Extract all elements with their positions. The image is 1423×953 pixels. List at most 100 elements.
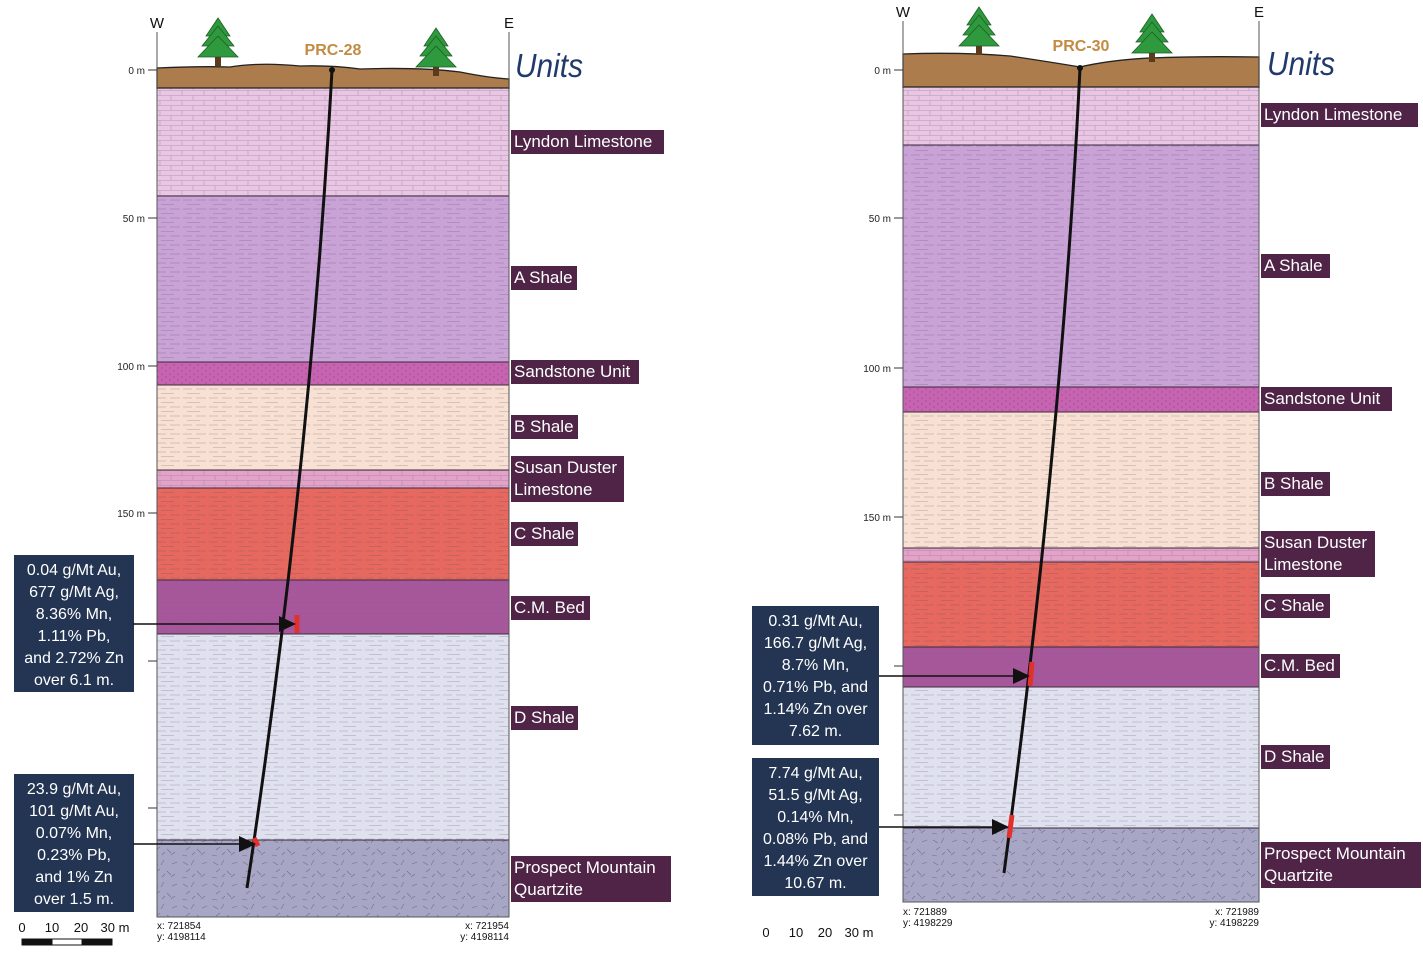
units-heading: Units [1267, 45, 1335, 82]
unit-label-text: B Shale [1264, 474, 1324, 493]
stratum-pattern-5 [903, 562, 1259, 647]
scale-label: 20 [74, 920, 88, 935]
coordinate-right: y: 4198114 [460, 932, 509, 943]
west-label: W [896, 4, 911, 21]
tree-crown-bottom [415, 45, 457, 68]
scale-segment [81, 938, 113, 946]
scale-label: 0 [762, 925, 769, 940]
unit-label-text: Sandstone Unit [1264, 389, 1381, 408]
cross-section-prc-28: W E PRC-28 Units 0 m 50 m 100 m 150 m Lyndon Lim… [14, 15, 671, 946]
tree-crown-bottom [1131, 31, 1173, 54]
stratum-pattern-1 [903, 145, 1259, 387]
assay-text: 677 g/Mt Ag, [29, 584, 119, 601]
assay-box [14, 555, 134, 692]
well-name: PRC-28 [305, 42, 362, 59]
coordinate-right: y: 4198229 [1210, 918, 1260, 929]
depth-tick-label: 0 m [128, 66, 145, 77]
assay-text: and 1% Zn [35, 869, 112, 886]
depth-tick-label: 50 m [869, 214, 891, 225]
stratum-pattern-7 [157, 634, 509, 840]
scale-bar: 0 10 20 30 m [18, 920, 129, 946]
stratum-pattern-7 [903, 687, 1259, 828]
tree-crown-bottom [197, 35, 239, 58]
stratum-pattern-2 [903, 387, 1259, 412]
unit-label-box [511, 706, 578, 730]
tree-icon [415, 27, 457, 76]
unit-label: B Shale [1261, 472, 1330, 496]
unit-label-text: C Shale [514, 524, 574, 543]
unit-label: B Shale [511, 415, 578, 439]
unit-label: Prospect Mountain Quartzite [1261, 842, 1421, 888]
assay-arrow-head [279, 616, 296, 632]
unit-label-text: Susan Duster [514, 458, 617, 477]
coordinate-left: x: 721889 [903, 907, 947, 918]
unit-label-box [1261, 842, 1421, 888]
coordinate-right: x: 721989 [1215, 907, 1259, 918]
assay-text: 0.04 g/Mt Au, [27, 562, 121, 579]
assay-text: 1.11% Pb, [38, 628, 111, 645]
unit-label-text: Susan Duster [1264, 533, 1367, 552]
stratum-pattern-5 [157, 488, 509, 580]
unit-label-text: Limestone [514, 480, 592, 499]
unit-label-box [1261, 254, 1330, 278]
assay-text: over 1.5 m. [34, 891, 114, 908]
assay-text: 166.7 g/Mt Ag, [764, 635, 867, 652]
unit-label-box [1261, 387, 1392, 411]
tree-icon [1131, 13, 1173, 62]
scale-segment [21, 938, 53, 946]
unit-label-box [511, 360, 639, 384]
assay-text: 0.23% Pb, [37, 847, 111, 864]
tree-trunk [433, 66, 439, 76]
assay-text: 23.9 g/Mt Au, [27, 781, 121, 798]
tree-crown-bottom [958, 24, 1000, 47]
unit-label-text: D Shale [1264, 747, 1324, 766]
unit-label: Prospect Mountain Quartzite [511, 856, 671, 902]
stratum-pattern-8 [903, 828, 1259, 902]
unit-label: Susan Duster Limestone [511, 456, 624, 502]
assay-arrow-head [1013, 668, 1030, 684]
drill-collar [1077, 65, 1083, 71]
unit-label-text: Prospect Mountain [514, 858, 656, 877]
unit-label-text: D Shale [514, 708, 574, 727]
unit-label-box [1261, 472, 1330, 496]
assay-arrow-head [239, 836, 256, 852]
assay-callout: 23.9 g/Mt Au, 101 g/Mt Au, 0.07% Mn, 0.23% … [14, 774, 256, 912]
assay-callout: 0.31 g/Mt Au, 166.7 g/Mt Ag, 8.7% Mn, 0.71%… [752, 606, 1030, 745]
depth-tick-label: 150 m [117, 509, 145, 520]
assay-text: 8.7% Mn, [782, 657, 850, 674]
unit-label-box [511, 415, 578, 439]
scale-label: 20 [818, 925, 832, 940]
cross-section-prc-30: W E PRC-30 Units 0 m 50 m 100 m 150 m Lyndon Lim… [752, 4, 1421, 940]
assay-text: 101 g/Mt Au, [29, 803, 119, 820]
assay-callout: 0.04 g/Mt Au, 677 g/Mt Ag, 8.36% Mn, 1.11% … [14, 555, 296, 692]
unit-label-text: B Shale [514, 417, 574, 436]
assay-box [752, 758, 879, 896]
assay-text: 0.07% Mn, [36, 825, 112, 842]
unit-label: Sandstone Unit [511, 360, 639, 384]
unit-label: Susan Duster Limestone [1261, 531, 1375, 577]
stratum-pattern-6 [903, 647, 1259, 687]
units-heading: Units [515, 47, 583, 84]
tree-icon [197, 17, 239, 66]
scale-label: 10 [789, 925, 803, 940]
assay-text: 51.5 g/Mt Ag, [768, 787, 862, 804]
unit-label-box [1261, 594, 1330, 618]
east-label: E [1254, 4, 1264, 21]
unit-label: C Shale [1261, 594, 1330, 618]
unit-label: C.M. Bed [511, 596, 590, 620]
assay-text: 0.08% Pb, and [763, 831, 868, 848]
unit-label-box [1261, 654, 1340, 678]
drill-collar [329, 67, 335, 73]
stratum-pattern-0 [903, 87, 1259, 145]
depth-tick-label: 0 m [874, 66, 891, 77]
unit-label-box [511, 596, 590, 620]
assay-text: 0.31 g/Mt Au, [768, 613, 862, 630]
east-label: E [504, 15, 514, 32]
stratum-pattern-8 [157, 840, 509, 917]
stratum-pattern-3 [157, 385, 509, 470]
mineralized-intercept [251, 836, 261, 848]
stratum-pattern-3 [903, 412, 1259, 548]
tree-trunk [1149, 52, 1155, 62]
scale-segment [51, 938, 83, 946]
